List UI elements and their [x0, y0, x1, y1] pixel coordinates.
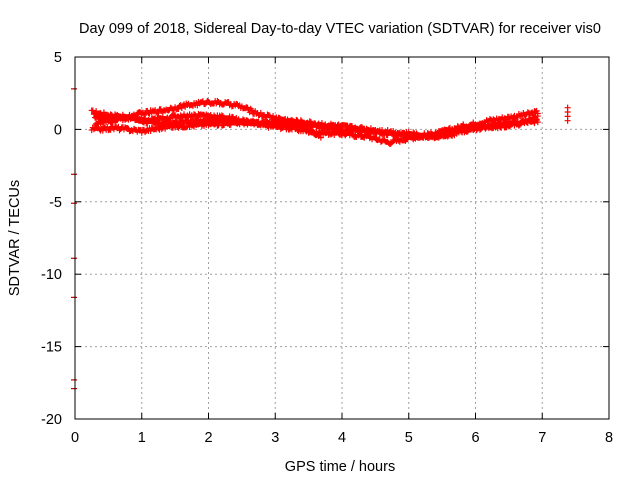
x-axis-label: GPS time / hours — [285, 459, 395, 475]
data-point — [142, 129, 149, 136]
y-tick-label: 0 — [54, 122, 62, 138]
x-tick-label: 7 — [538, 430, 546, 446]
x-tick-label: 8 — [605, 430, 613, 446]
data-point — [310, 128, 317, 135]
x-tick-label: 1 — [138, 430, 146, 446]
data-point — [345, 125, 352, 132]
data-point — [387, 140, 394, 147]
data-point — [387, 129, 394, 136]
data-point — [316, 131, 323, 138]
data-point — [534, 113, 541, 120]
data-point — [218, 112, 225, 119]
data-point — [564, 117, 571, 124]
data-point — [133, 113, 140, 120]
data-point — [523, 119, 530, 126]
data-point — [317, 134, 324, 141]
x-tick-label: 3 — [271, 430, 279, 446]
data-point — [403, 134, 410, 141]
data-point — [167, 121, 174, 128]
data-point — [159, 113, 166, 120]
data-point — [214, 97, 221, 104]
data-point — [181, 111, 188, 118]
y-axis-label: SDTVAR / TECUs — [7, 180, 23, 296]
x-tick-label: 0 — [71, 430, 79, 446]
data-point — [99, 127, 106, 134]
y-tick-label: -10 — [41, 267, 62, 283]
x-tick-label: 4 — [338, 430, 346, 446]
data-point — [175, 105, 182, 112]
y-tick-label: -15 — [41, 340, 62, 356]
plot-frame — [74, 56, 610, 420]
data-point — [124, 124, 131, 131]
data-point — [444, 133, 451, 140]
data-point — [460, 121, 467, 128]
y-tick-label: -20 — [41, 412, 62, 428]
y-tick-labels: 5 0 -5 -10 -15 -20 — [41, 50, 62, 428]
data-point — [533, 116, 540, 123]
data-point — [367, 130, 374, 137]
data-point — [248, 107, 255, 114]
data-point — [446, 129, 453, 136]
data-point — [533, 107, 540, 114]
x-tick-label: 5 — [405, 430, 413, 446]
data-points — [71, 88, 571, 390]
x-tick-label: 6 — [471, 430, 479, 446]
data-point — [304, 120, 311, 127]
x-tick-label: 2 — [204, 430, 212, 446]
data-point — [374, 127, 381, 134]
chart-title: Day 099 of 2018, Sidereal Day-to-day VTE… — [79, 21, 601, 37]
data-point — [177, 121, 184, 128]
y-tick-label: 5 — [54, 50, 62, 66]
data-point — [534, 119, 541, 126]
y-tick-label: -5 — [49, 195, 62, 211]
data-point — [140, 112, 147, 119]
data-point — [314, 122, 321, 129]
data-point — [528, 118, 535, 125]
x-tick-labels: 0 1 2 3 4 5 6 7 8 — [71, 430, 613, 446]
data-point — [364, 126, 371, 133]
data-point — [239, 116, 246, 123]
data-point — [216, 118, 223, 125]
data-point — [138, 129, 145, 136]
